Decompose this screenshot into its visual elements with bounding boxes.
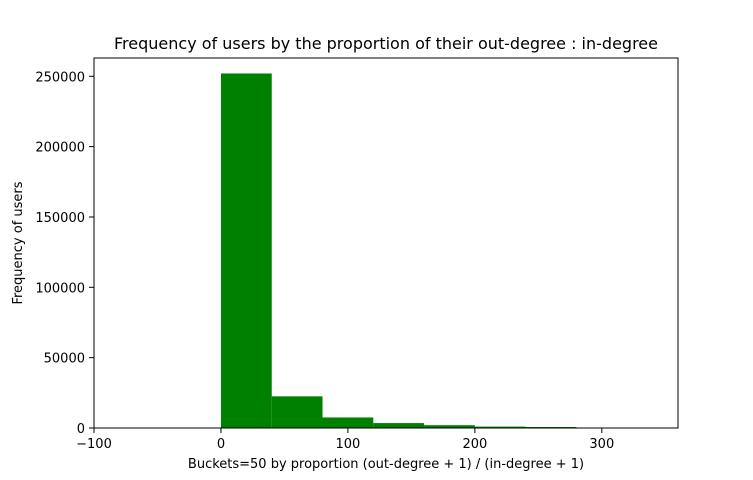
y-ticks-layer: 0 50000 100000 150000 200000 250000 (35, 70, 94, 437)
histogram-bar-2 (322, 417, 374, 428)
y-tick-label: 200000 (35, 141, 85, 156)
x-tick-label: 100 (335, 437, 360, 452)
y-tick-label: 100000 (35, 281, 85, 296)
histogram-bar-3 (373, 423, 425, 428)
x-tick-label: 300 (589, 437, 614, 452)
bars-layer (220, 73, 577, 429)
y-tick-label: 50000 (44, 352, 85, 367)
x-ticks-layer: −100 0 100 200 300 (76, 428, 614, 452)
y-tick-label: 250000 (35, 70, 85, 85)
x-tick-label: 200 (462, 437, 487, 452)
histogram-bar-1 (271, 396, 323, 428)
x-tick-label: −100 (76, 437, 112, 452)
y-tick-label: 150000 (35, 211, 85, 226)
histogram-bar-4 (424, 425, 475, 428)
x-tick-label: 0 (217, 437, 225, 452)
chart-title: Frequency of users by the proportion of … (114, 34, 658, 53)
y-tick-label: 0 (77, 422, 85, 437)
y-axis-label: Frequency of users (11, 181, 26, 304)
histogram-bar-0 (220, 73, 272, 429)
histogram-bar-5 (474, 426, 526, 428)
x-axis-label: Buckets=50 by proportion (out-degree + 1… (188, 457, 584, 472)
plot-area-frame (93, 57, 679, 429)
